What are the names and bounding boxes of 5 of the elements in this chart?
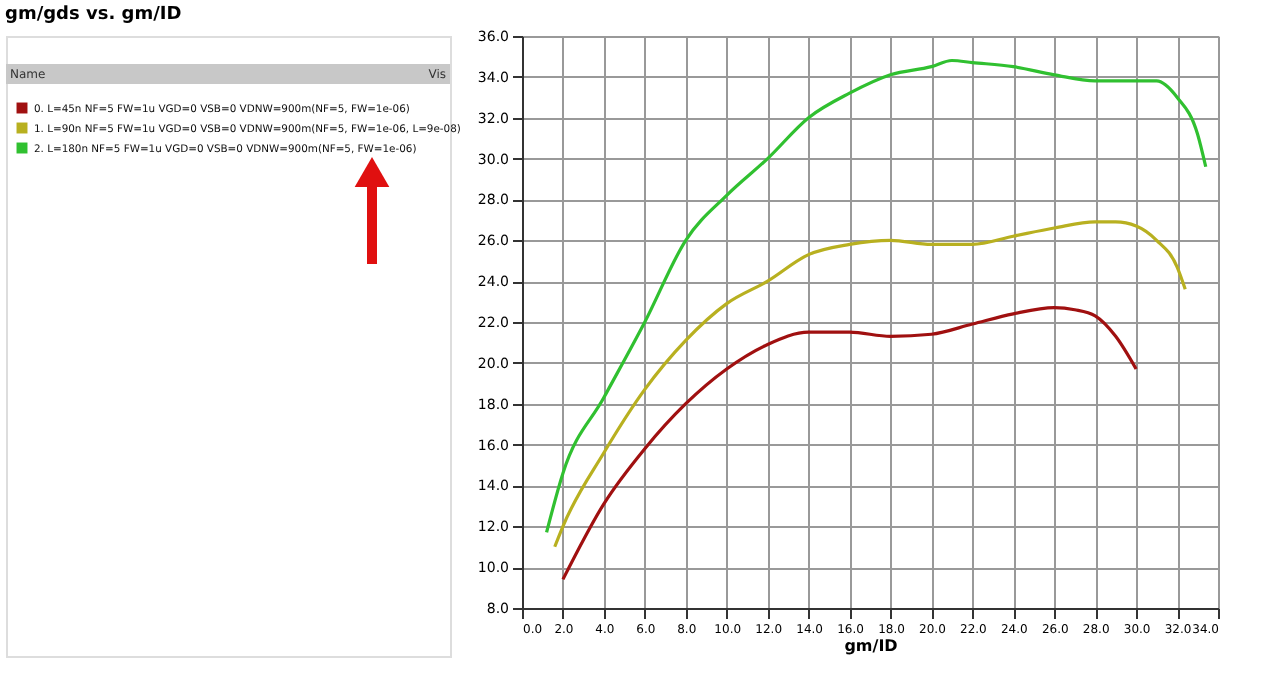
x-axis-title: gm/ID [844, 637, 899, 655]
line-series [553, 220, 1187, 549]
line-series [544, 58, 1208, 535]
line-series [561, 306, 1138, 581]
text: gm/gds vs. gm/ID [5, 5, 182, 25]
